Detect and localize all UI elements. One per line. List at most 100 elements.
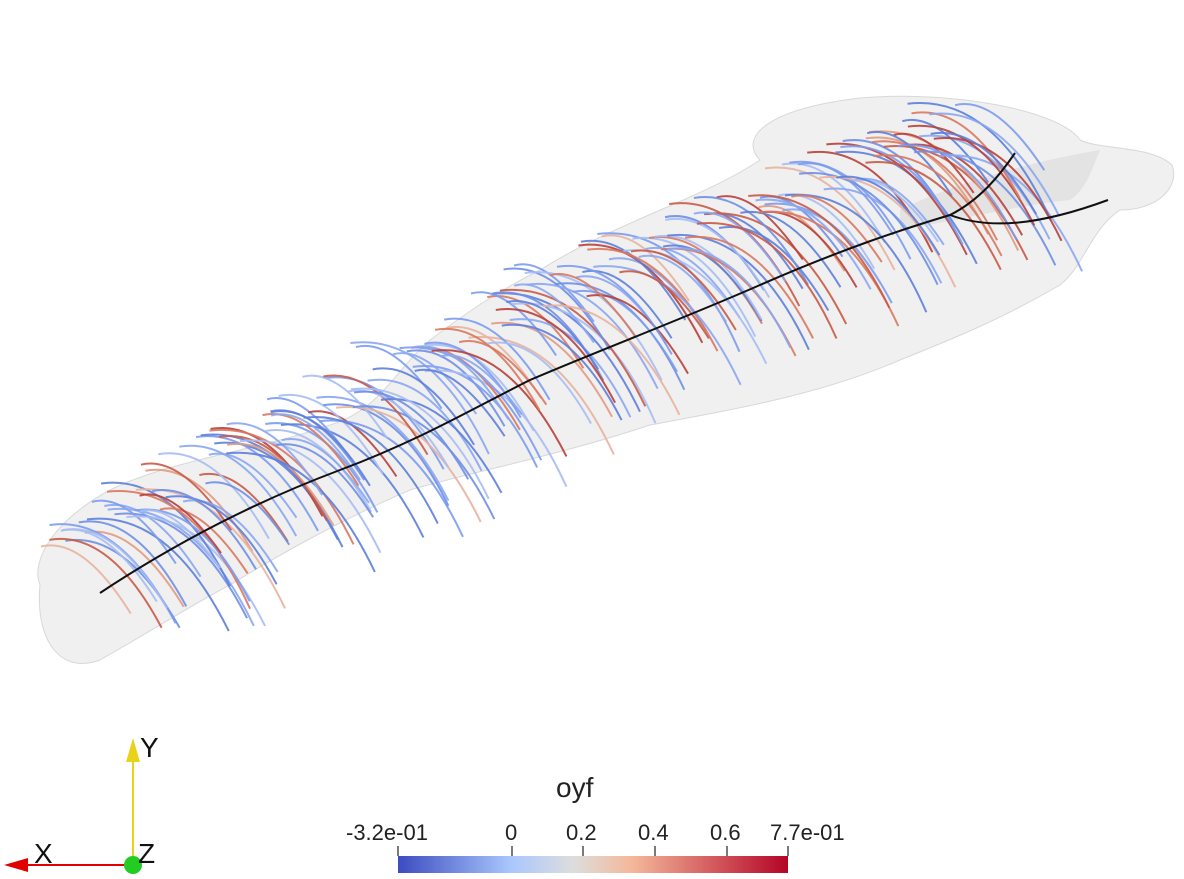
streamline (509, 318, 632, 418)
streamline (667, 233, 810, 351)
streamline (501, 323, 623, 421)
streamline (939, 154, 1083, 272)
streamline (443, 317, 551, 401)
streamline (210, 426, 324, 517)
streamline (556, 264, 673, 355)
streamline (139, 493, 222, 554)
streamline (40, 544, 132, 615)
streamline (208, 452, 298, 519)
tick-label-0-4: 0.4 (638, 820, 669, 845)
streamline (350, 387, 490, 500)
streamline (693, 211, 787, 282)
streamline (367, 378, 483, 472)
streamline (470, 291, 557, 356)
streamline (179, 444, 298, 537)
streamline (907, 102, 1052, 221)
streamline (853, 179, 939, 243)
centerline (99, 152, 1016, 594)
streamline (280, 423, 425, 538)
streamline (486, 341, 592, 424)
streamline (542, 304, 681, 416)
z-axis-ball-icon (124, 856, 142, 874)
orientation-axes (4, 738, 142, 874)
streamline (619, 270, 710, 340)
streamline (303, 415, 439, 524)
x-axis-cone-icon (4, 858, 28, 872)
streamline (665, 217, 771, 299)
streamline (323, 403, 450, 507)
streamline (412, 365, 538, 468)
streamline (411, 345, 510, 420)
streamline (78, 520, 188, 607)
streamline (302, 374, 388, 439)
streamline (468, 336, 615, 456)
streamline (526, 282, 659, 390)
streamline (826, 142, 968, 256)
streamline (638, 254, 728, 323)
streamline (145, 468, 254, 553)
streamline (836, 175, 941, 256)
streamline (666, 247, 792, 349)
streamline (424, 369, 568, 488)
streamline (781, 162, 886, 244)
streamline (270, 410, 371, 487)
streamline (601, 234, 690, 302)
streamline (265, 429, 373, 513)
streamline (152, 489, 257, 570)
streamline (866, 131, 953, 197)
tick-label-0-6: 0.6 (710, 820, 741, 845)
streamline (139, 509, 221, 569)
streamline (911, 111, 1021, 199)
streamline (199, 473, 289, 542)
streamline (165, 495, 278, 585)
streamline (930, 131, 1038, 215)
tick-label-min: -3.2e-01 (346, 820, 428, 845)
y-axis-cone-icon (126, 738, 140, 762)
scalar-bar (398, 856, 788, 873)
streamline (897, 144, 1018, 241)
streamline (399, 346, 543, 461)
streamline (91, 499, 177, 565)
scalar-bar-title: oyf (556, 772, 594, 803)
streamline (104, 503, 202, 578)
scalar-bar-ticks (397, 846, 789, 856)
streamline (126, 515, 266, 627)
streamline (914, 150, 1057, 266)
tick-label-0-2: 0.2 (566, 820, 597, 845)
streamline (513, 283, 595, 344)
streamline (423, 343, 535, 432)
streamline (758, 205, 846, 272)
streamline (669, 202, 801, 307)
streamline (106, 490, 251, 610)
streamline (226, 442, 335, 526)
streamline (791, 194, 883, 263)
streamline (439, 354, 523, 415)
streamline (355, 344, 443, 410)
streamline (353, 390, 470, 480)
streamline (799, 171, 939, 286)
streamline (347, 389, 450, 468)
streamline (86, 517, 230, 632)
streamline (159, 507, 249, 574)
streamline (587, 247, 719, 352)
streamline (270, 413, 361, 481)
streamline (654, 234, 763, 320)
streamline (491, 321, 613, 418)
streamline (392, 352, 478, 415)
tick-label-0: 0 (505, 820, 518, 845)
streamline (281, 438, 370, 504)
streamline (182, 499, 279, 573)
streamline (893, 132, 975, 194)
streamline (226, 451, 376, 573)
streamline (495, 308, 616, 404)
streamline (662, 244, 763, 322)
streamline (902, 118, 990, 184)
streamline (278, 393, 384, 475)
streamline (755, 198, 872, 290)
streamline (275, 443, 374, 518)
streamline (107, 507, 255, 627)
streamline (158, 452, 270, 540)
streamline (506, 300, 600, 370)
z-axis-label: Z (138, 838, 156, 869)
